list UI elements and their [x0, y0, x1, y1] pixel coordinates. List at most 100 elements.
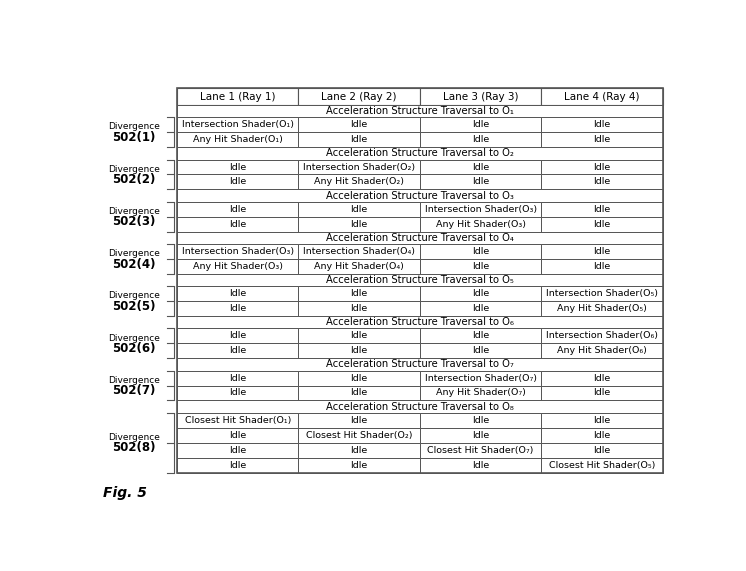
Bar — [177, 358, 662, 371]
Bar — [420, 385, 542, 400]
Bar — [542, 259, 662, 274]
Bar — [298, 175, 420, 190]
Text: Idle: Idle — [593, 205, 611, 214]
Text: Idle: Idle — [229, 178, 246, 187]
Text: Idle: Idle — [472, 331, 489, 340]
Bar — [298, 216, 420, 232]
Bar — [420, 343, 542, 358]
Bar — [542, 457, 662, 473]
Text: Acceleration Structure Traversal to O₇: Acceleration Structure Traversal to O₇ — [326, 359, 514, 369]
Text: Lane 4 (Ray 4): Lane 4 (Ray 4) — [564, 92, 640, 102]
Bar — [420, 443, 542, 457]
Bar — [177, 232, 662, 244]
Text: Divergence: Divergence — [107, 291, 160, 300]
Bar — [177, 216, 298, 232]
Bar — [298, 343, 420, 358]
Text: Idle: Idle — [229, 461, 246, 469]
Bar — [542, 343, 662, 358]
Bar — [298, 132, 420, 147]
Bar — [420, 175, 542, 190]
Text: Idle: Idle — [351, 135, 368, 144]
Bar — [177, 190, 662, 202]
Bar — [177, 274, 662, 286]
Bar — [177, 105, 662, 117]
Text: Idle: Idle — [229, 431, 246, 440]
Bar — [177, 202, 298, 216]
Text: Any Hit Shader(O₂): Any Hit Shader(O₂) — [314, 178, 404, 187]
Bar — [177, 413, 298, 428]
Text: Idle: Idle — [351, 331, 368, 340]
Text: Idle: Idle — [593, 178, 611, 187]
Text: 502(5): 502(5) — [112, 300, 155, 313]
Text: Idle: Idle — [472, 431, 489, 440]
Text: Idle: Idle — [351, 220, 368, 228]
Text: Divergence: Divergence — [107, 433, 160, 442]
Text: Idle: Idle — [351, 445, 368, 455]
Text: 502(7): 502(7) — [112, 384, 155, 397]
Bar — [420, 457, 542, 473]
Text: Acceleration Structure Traversal to O₄: Acceleration Structure Traversal to O₄ — [326, 233, 514, 243]
Text: Idle: Idle — [229, 388, 246, 397]
Text: Any Hit Shader(O₇): Any Hit Shader(O₇) — [436, 388, 525, 397]
Text: Closest Hit Shader(O₅): Closest Hit Shader(O₅) — [549, 461, 655, 469]
Text: Divergence: Divergence — [107, 207, 160, 216]
Text: Idle: Idle — [472, 262, 489, 271]
Text: Idle: Idle — [593, 120, 611, 129]
Text: Idle: Idle — [351, 373, 368, 383]
Bar — [298, 286, 420, 301]
Bar — [298, 202, 420, 216]
Bar — [542, 202, 662, 216]
Text: Idle: Idle — [472, 135, 489, 144]
Bar — [177, 132, 298, 147]
Text: Acceleration Structure Traversal to O₆: Acceleration Structure Traversal to O₆ — [326, 317, 514, 327]
Bar — [177, 400, 662, 413]
Text: Intersection Shader(O₄): Intersection Shader(O₄) — [303, 247, 416, 256]
Text: 502(8): 502(8) — [112, 441, 155, 455]
Text: 502(6): 502(6) — [112, 342, 155, 355]
Bar — [542, 428, 662, 443]
Text: Idle: Idle — [472, 163, 489, 171]
Text: Any Hit Shader(O₅): Any Hit Shader(O₅) — [557, 304, 647, 313]
Bar — [420, 202, 542, 216]
Text: Divergence: Divergence — [107, 164, 160, 174]
Text: Idle: Idle — [229, 163, 246, 171]
Text: Idle: Idle — [229, 205, 246, 214]
Text: Acceleration Structure Traversal to O₂: Acceleration Structure Traversal to O₂ — [326, 148, 514, 158]
Bar — [177, 286, 298, 301]
Text: Idle: Idle — [229, 373, 246, 383]
Text: Idle: Idle — [229, 289, 246, 298]
Text: Any Hit Shader(O₃): Any Hit Shader(O₃) — [192, 262, 283, 271]
Text: Idle: Idle — [351, 388, 368, 397]
Text: Idle: Idle — [351, 205, 368, 214]
Bar — [177, 259, 298, 274]
Bar — [420, 132, 542, 147]
Bar — [298, 301, 420, 316]
Bar — [177, 175, 298, 190]
Bar — [298, 259, 420, 274]
Text: Idle: Idle — [593, 135, 611, 144]
Text: Idle: Idle — [472, 120, 489, 129]
Bar — [542, 117, 662, 132]
Text: Acceleration Structure Traversal to O₈: Acceleration Structure Traversal to O₈ — [326, 401, 514, 412]
Bar — [177, 457, 298, 473]
Bar — [420, 413, 542, 428]
Bar — [298, 443, 420, 457]
Text: Lane 1 (Ray 1): Lane 1 (Ray 1) — [200, 92, 275, 102]
Text: Lane 2 (Ray 2): Lane 2 (Ray 2) — [322, 92, 397, 102]
Bar — [420, 286, 542, 301]
Text: Idle: Idle — [351, 304, 368, 313]
Bar — [298, 457, 420, 473]
Bar — [542, 89, 662, 105]
Bar — [420, 159, 542, 175]
Bar — [542, 443, 662, 457]
Bar — [420, 371, 542, 385]
Bar — [298, 385, 420, 400]
Text: Closest Hit Shader(O₂): Closest Hit Shader(O₂) — [306, 431, 413, 440]
Bar — [542, 371, 662, 385]
Bar — [298, 244, 420, 259]
Bar — [177, 343, 298, 358]
Text: Idle: Idle — [593, 247, 611, 256]
Text: Idle: Idle — [593, 445, 611, 455]
Bar — [177, 385, 298, 400]
Text: Idle: Idle — [593, 220, 611, 228]
